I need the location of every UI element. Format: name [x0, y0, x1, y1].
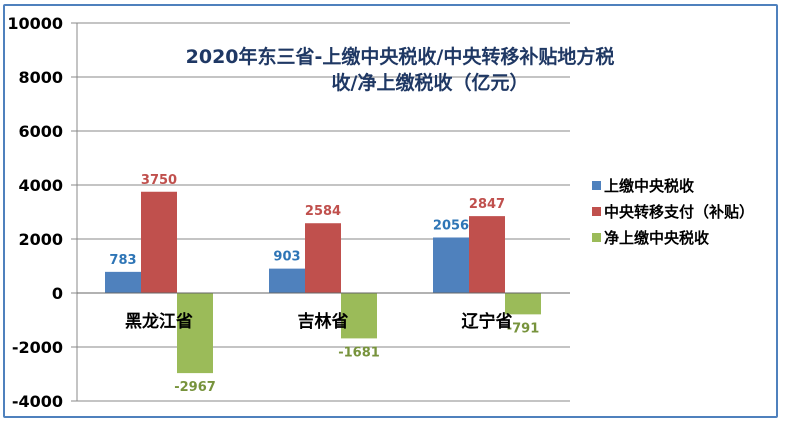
bar: [433, 237, 469, 293]
data-label: -791: [507, 321, 540, 336]
legend-item: 净上缴中央税收: [592, 224, 754, 250]
title-line-1: 2020年东三省-上缴中央税收/中央转移补贴地方税: [185, 46, 615, 68]
data-label: -2967: [174, 380, 216, 395]
bar: [305, 223, 341, 293]
legend-item: 上缴中央税收: [592, 172, 754, 198]
y-tick-label: -2000: [12, 338, 63, 357]
bar: [177, 293, 213, 374]
data-label: 903: [273, 250, 300, 265]
category-label: 辽宁省: [462, 311, 513, 332]
category-label: 吉林省: [298, 311, 349, 332]
data-label: 2584: [305, 204, 341, 219]
title-line-2: 收/净上缴税收（亿元）: [331, 72, 529, 94]
category-label: 黑龙江省: [125, 311, 193, 332]
y-tick-label: 6000: [18, 122, 63, 141]
legend-label: 上缴中央税收: [604, 176, 695, 195]
y-tick-label: -4000: [12, 392, 63, 411]
legend-swatch: [592, 232, 601, 242]
bar: [105, 271, 141, 293]
bar: [469, 216, 505, 293]
bar: [505, 293, 541, 315]
legend-swatch: [592, 206, 601, 216]
y-tick-label: 2000: [18, 230, 63, 249]
data-label: 3750: [141, 173, 177, 188]
legend-label: 中央转移支付（补贴）: [604, 202, 755, 221]
bar: [341, 293, 377, 339]
y-tick-label: 0: [52, 284, 63, 303]
data-label: 783: [109, 253, 136, 268]
chart-title: 2020年东三省-上缴中央税收/中央转移补贴地方税 收/净上缴税收（亿元）: [130, 44, 670, 96]
data-label: 2847: [469, 197, 505, 212]
y-tick-label: 8000: [18, 68, 63, 87]
chart-frame: [3, 4, 778, 418]
legend-swatch: [592, 180, 601, 190]
legend-item: 中央转移支付（补贴）: [592, 198, 754, 224]
legend-label: 净上缴中央税收: [604, 228, 710, 247]
data-label: 2056: [433, 218, 469, 233]
data-label: -1681: [338, 345, 380, 360]
y-tick-label: 4000: [18, 176, 63, 195]
y-tick-label: 10000: [7, 14, 63, 33]
bar: [269, 268, 305, 293]
bar: [141, 191, 177, 293]
legend: 上缴中央税收 中央转移支付（补贴） 净上缴中央税收: [592, 172, 754, 250]
